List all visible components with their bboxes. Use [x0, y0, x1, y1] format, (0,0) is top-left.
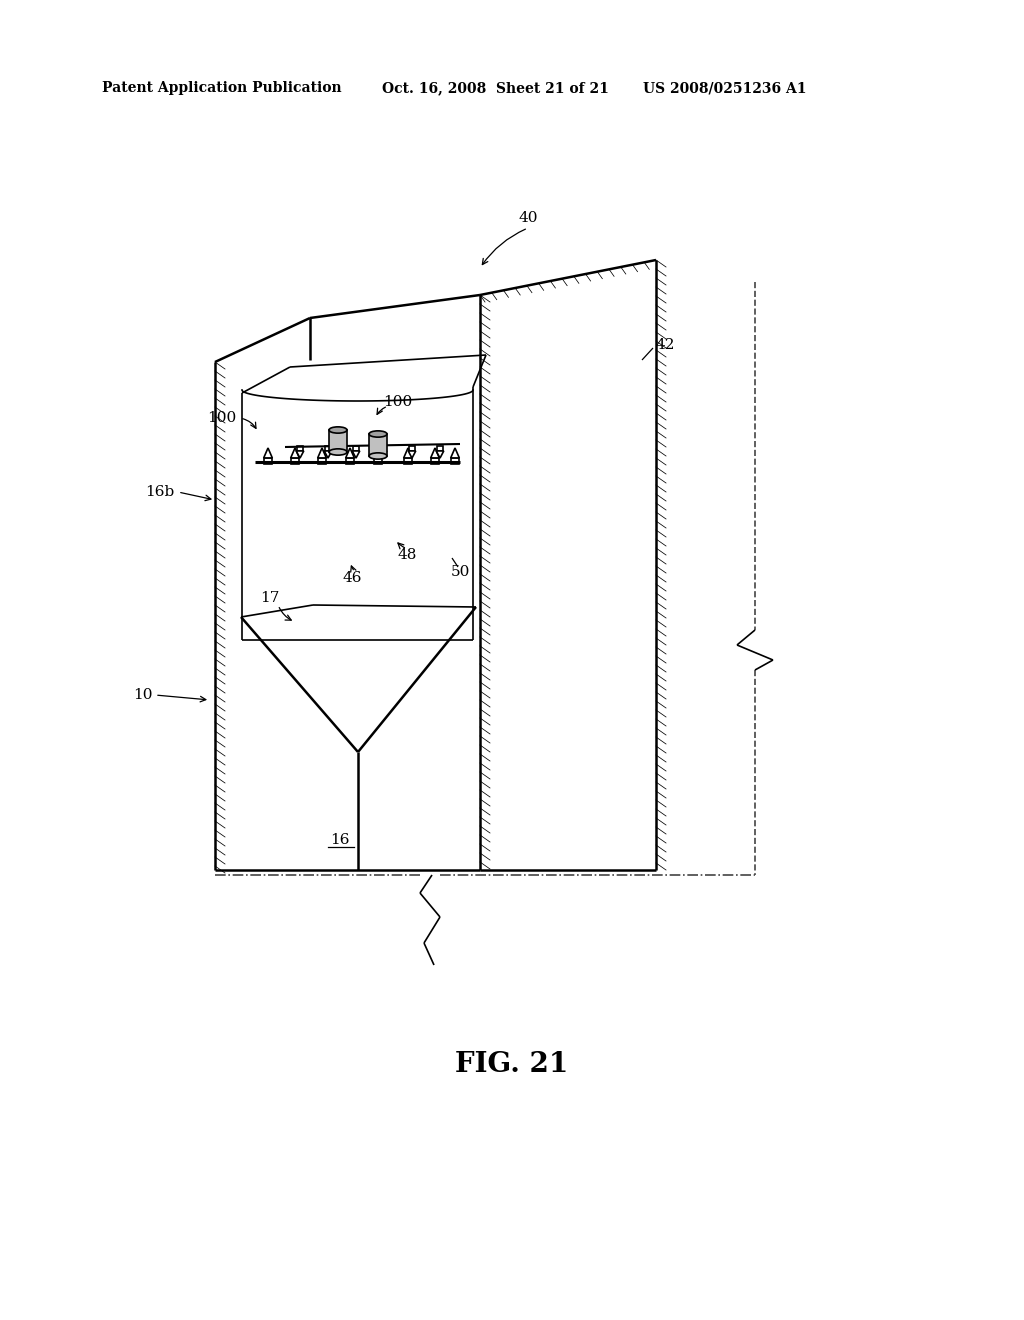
Polygon shape: [374, 447, 382, 458]
Text: 40: 40: [518, 211, 538, 224]
Text: 100: 100: [383, 395, 413, 409]
Polygon shape: [436, 451, 443, 458]
Text: FIG. 21: FIG. 21: [456, 1052, 568, 1078]
Ellipse shape: [369, 453, 387, 459]
Polygon shape: [325, 451, 332, 458]
Ellipse shape: [369, 430, 387, 437]
Polygon shape: [409, 451, 416, 458]
Text: 46: 46: [342, 572, 361, 585]
Polygon shape: [291, 447, 299, 458]
Text: 48: 48: [397, 548, 417, 562]
Text: Patent Application Publication: Patent Application Publication: [102, 81, 342, 95]
Polygon shape: [352, 451, 359, 458]
Polygon shape: [403, 447, 413, 458]
Polygon shape: [431, 447, 439, 458]
Polygon shape: [329, 430, 347, 451]
Text: Oct. 16, 2008  Sheet 21 of 21: Oct. 16, 2008 Sheet 21 of 21: [382, 81, 609, 95]
Text: 42: 42: [655, 338, 675, 352]
Polygon shape: [296, 451, 304, 458]
Text: 100: 100: [208, 411, 237, 425]
Polygon shape: [264, 447, 272, 458]
Text: 17: 17: [260, 591, 280, 605]
Polygon shape: [451, 447, 460, 458]
Text: 50: 50: [451, 565, 470, 579]
Polygon shape: [317, 447, 327, 458]
Ellipse shape: [329, 426, 347, 433]
Text: 16: 16: [331, 833, 350, 847]
Text: 16b: 16b: [145, 484, 175, 499]
Polygon shape: [369, 434, 387, 455]
Ellipse shape: [329, 449, 347, 455]
Text: 10: 10: [133, 688, 153, 702]
Polygon shape: [346, 447, 354, 458]
Text: US 2008/0251236 A1: US 2008/0251236 A1: [643, 81, 807, 95]
Polygon shape: [379, 451, 387, 458]
